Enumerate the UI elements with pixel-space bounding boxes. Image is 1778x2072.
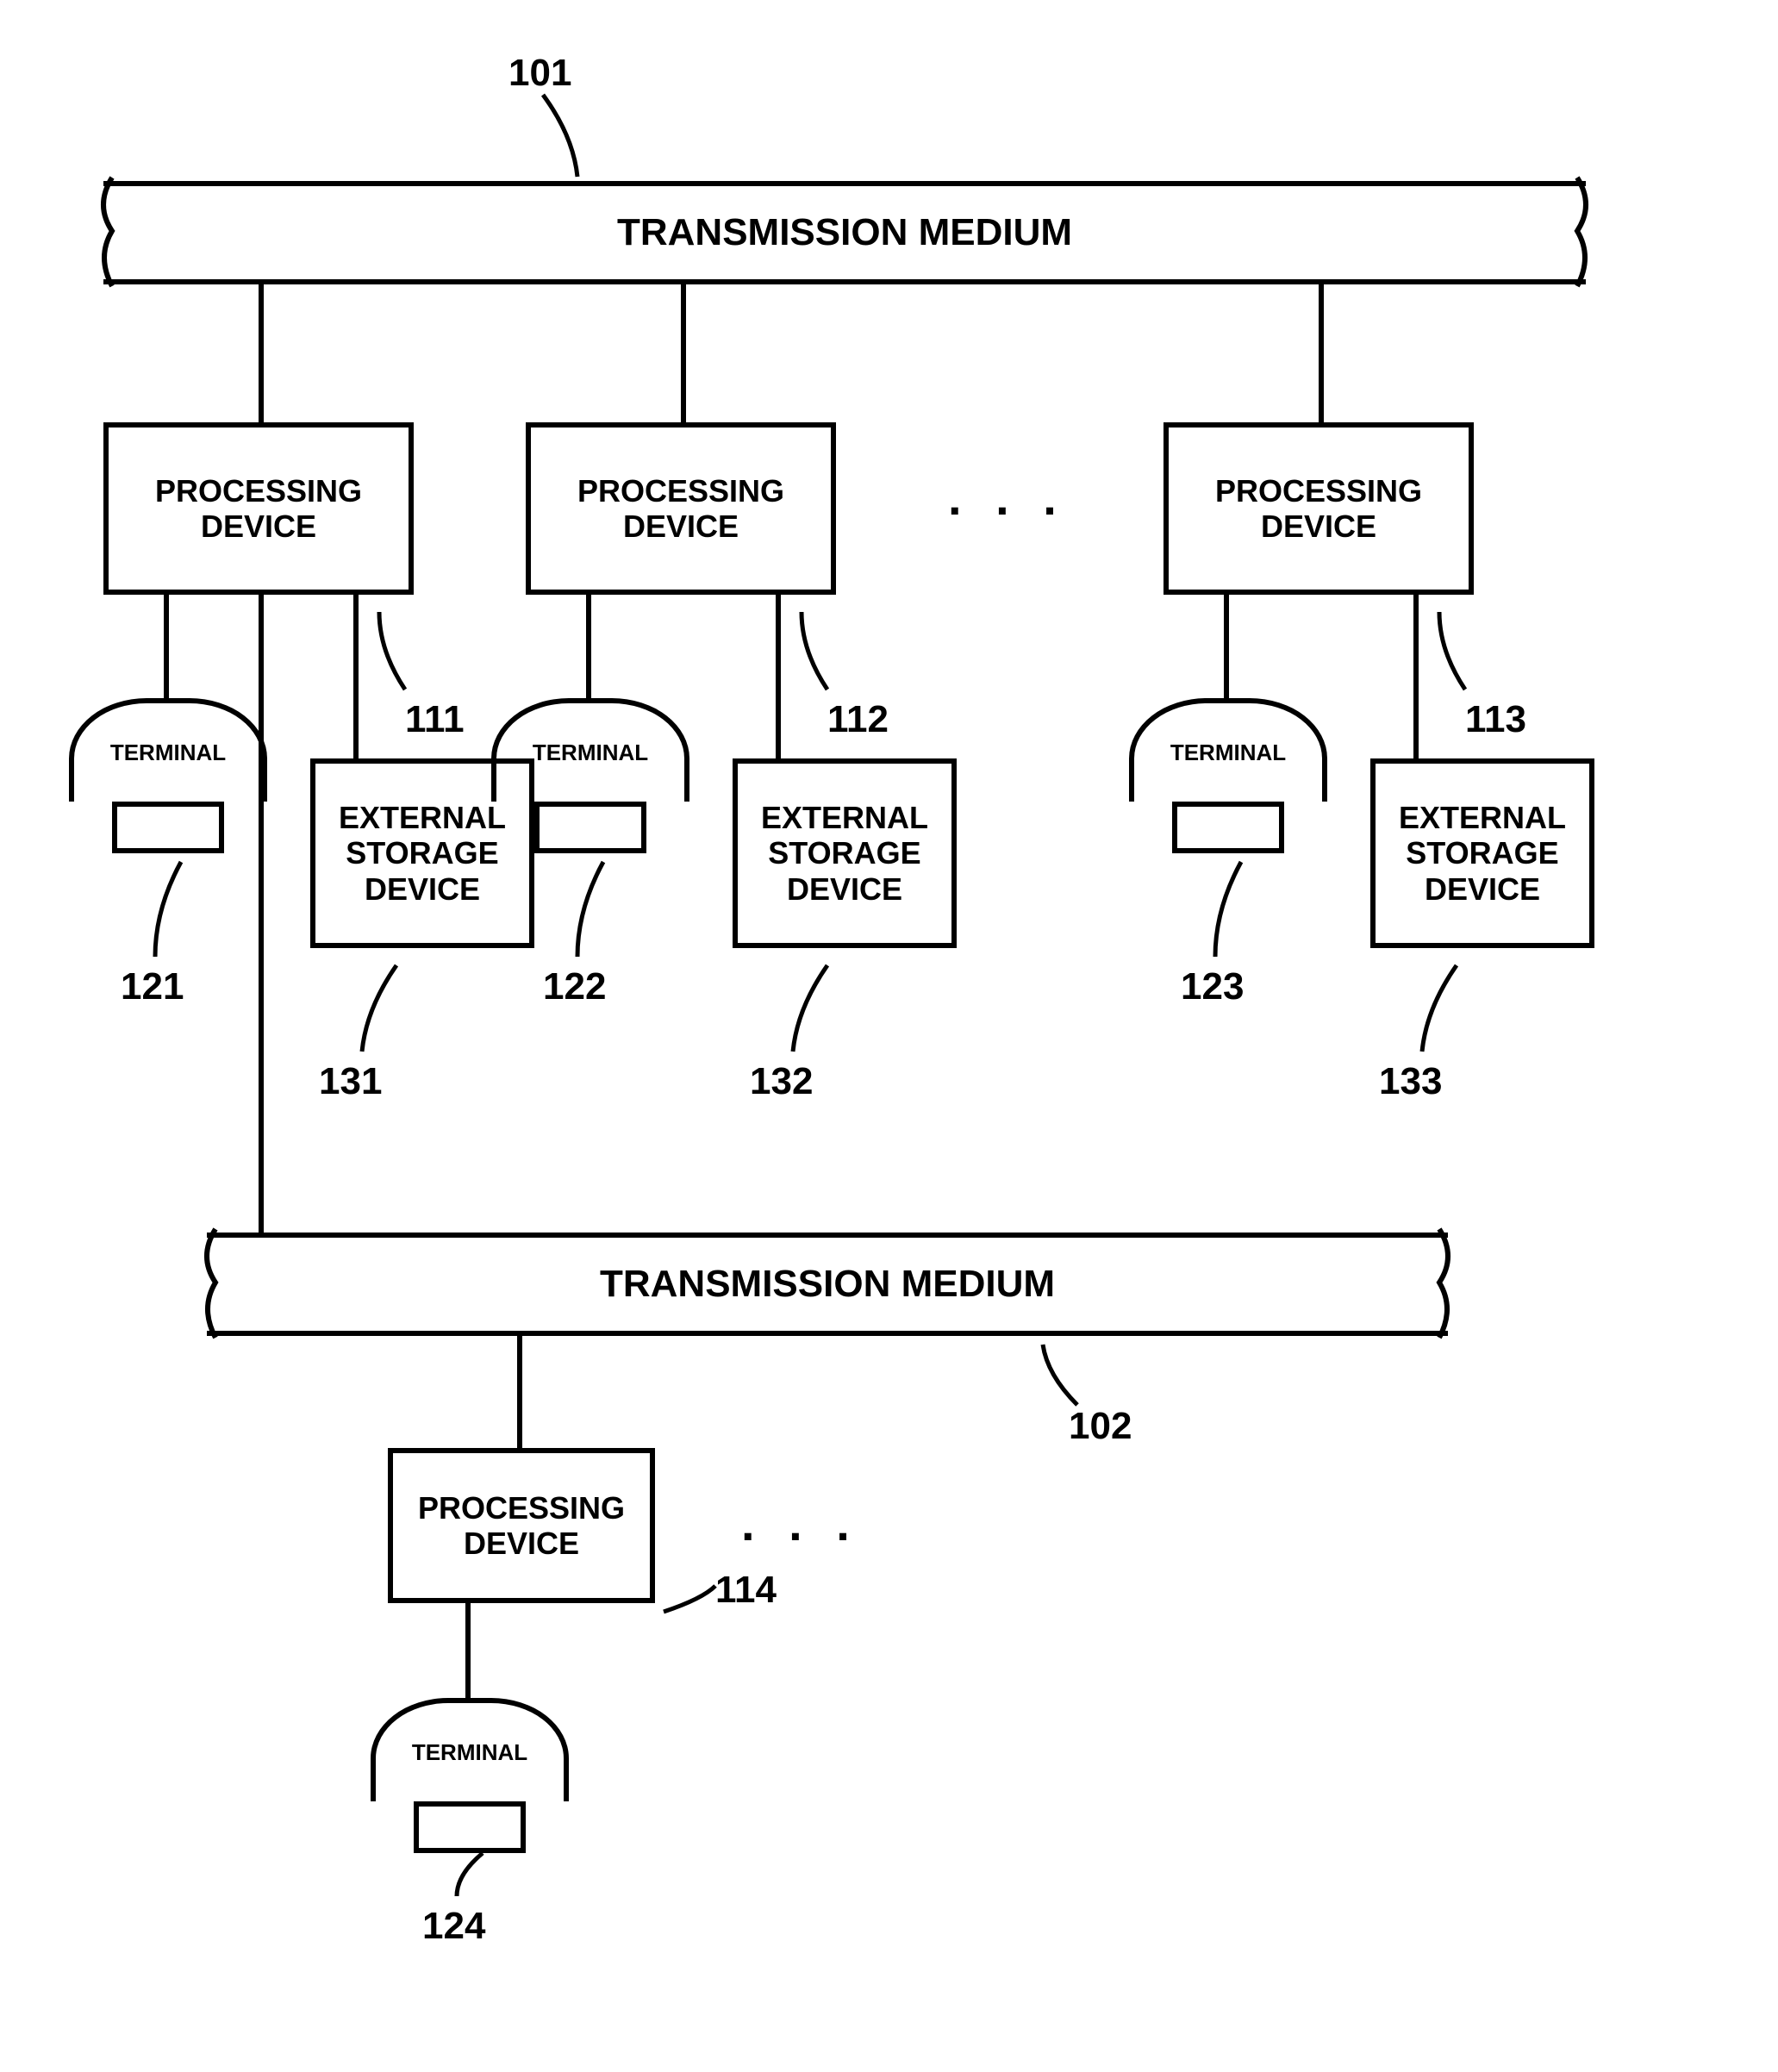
leader-line bbox=[1431, 603, 1474, 698]
leader-line bbox=[147, 853, 190, 965]
processing-box: PROCESSING DEVICE bbox=[1163, 422, 1474, 595]
ref-label: 114 bbox=[715, 1569, 777, 1612]
external-label: EXTERNAL STORAGE DEVICE bbox=[761, 800, 928, 907]
processing-label: PROCESSING DEVICE bbox=[155, 473, 362, 545]
processing-box: PROCESSING DEVICE bbox=[526, 422, 836, 595]
connector-line bbox=[681, 284, 686, 422]
processing-box: PROCESSING DEVICE bbox=[388, 1448, 655, 1603]
leader-line bbox=[448, 1844, 491, 1905]
terminal-base bbox=[534, 802, 646, 853]
terminal-base bbox=[1172, 802, 1284, 853]
terminal-screen: TERMINAL bbox=[1129, 698, 1327, 802]
terminal-screen: TERMINAL bbox=[491, 698, 689, 802]
ref-label: 111 bbox=[405, 698, 465, 741]
terminal-label: TERMINAL bbox=[1170, 740, 1286, 766]
connector-line bbox=[586, 595, 591, 698]
terminal-label: TERMINAL bbox=[110, 740, 226, 766]
external-label: EXTERNAL STORAGE DEVICE bbox=[1399, 800, 1566, 907]
terminal: TERMINAL bbox=[371, 1698, 569, 1853]
ref-label: 124 bbox=[422, 1905, 485, 1948]
connector-line bbox=[1224, 595, 1229, 698]
terminal-screen: TERMINAL bbox=[371, 1698, 569, 1801]
terminal: TERMINAL bbox=[1129, 698, 1327, 853]
leader-line bbox=[655, 1577, 724, 1620]
external-box: EXTERNAL STORAGE DEVICE bbox=[1370, 758, 1594, 948]
terminal-label: TERMINAL bbox=[533, 740, 648, 766]
terminal-label: TERMINAL bbox=[412, 1739, 527, 1766]
terminal-screen: TERMINAL bbox=[69, 698, 267, 802]
diagram-canvas: TRANSMISSION MEDIUM101TRANSMISSION MEDIU… bbox=[34, 34, 1672, 1931]
terminal-base bbox=[112, 802, 224, 853]
leader-line bbox=[1207, 853, 1250, 965]
leader-line bbox=[371, 603, 414, 698]
ref-label: 121 bbox=[121, 965, 184, 1008]
ref-label: 113 bbox=[1465, 698, 1526, 741]
ellipsis-dots: . . . bbox=[741, 1495, 860, 1551]
connector-line bbox=[164, 595, 169, 698]
connector-line bbox=[1319, 284, 1324, 422]
connector-line bbox=[1413, 595, 1419, 758]
ref-label: 132 bbox=[750, 1060, 813, 1103]
leader-line bbox=[793, 603, 836, 698]
connector-line bbox=[465, 1603, 471, 1698]
transmission-medium-bus: TRANSMISSION MEDIUM bbox=[103, 181, 1586, 284]
leader-line bbox=[534, 86, 586, 185]
processing-box: PROCESSING DEVICE bbox=[103, 422, 414, 595]
transmission-medium-bus: TRANSMISSION MEDIUM bbox=[207, 1233, 1448, 1336]
processing-label: PROCESSING DEVICE bbox=[1215, 473, 1422, 545]
connector-line bbox=[259, 284, 264, 422]
ref-label: 112 bbox=[827, 698, 889, 741]
external-label: EXTERNAL STORAGE DEVICE bbox=[339, 800, 506, 907]
leader-line bbox=[784, 957, 836, 1060]
leader-line bbox=[1413, 957, 1465, 1060]
connector-line bbox=[259, 595, 264, 1233]
terminal: TERMINAL bbox=[491, 698, 689, 853]
ellipsis-dots: . . . bbox=[948, 470, 1067, 526]
external-box: EXTERNAL STORAGE DEVICE bbox=[733, 758, 957, 948]
terminal: TERMINAL bbox=[69, 698, 267, 853]
processing-label: PROCESSING DEVICE bbox=[418, 1490, 625, 1562]
connector-line bbox=[517, 1336, 522, 1448]
bus-label: TRANSMISSION MEDIUM bbox=[617, 211, 1072, 254]
leader-line bbox=[1034, 1336, 1086, 1414]
ref-label: 123 bbox=[1181, 965, 1244, 1008]
ref-label: 122 bbox=[543, 965, 606, 1008]
leader-line bbox=[569, 853, 612, 965]
processing-label: PROCESSING DEVICE bbox=[577, 473, 784, 545]
connector-line bbox=[353, 595, 359, 758]
ref-label: 133 bbox=[1379, 1060, 1442, 1103]
ref-label: 131 bbox=[319, 1060, 382, 1103]
connector-line bbox=[776, 595, 781, 758]
bus-label: TRANSMISSION MEDIUM bbox=[600, 1263, 1055, 1306]
leader-line bbox=[353, 957, 405, 1060]
